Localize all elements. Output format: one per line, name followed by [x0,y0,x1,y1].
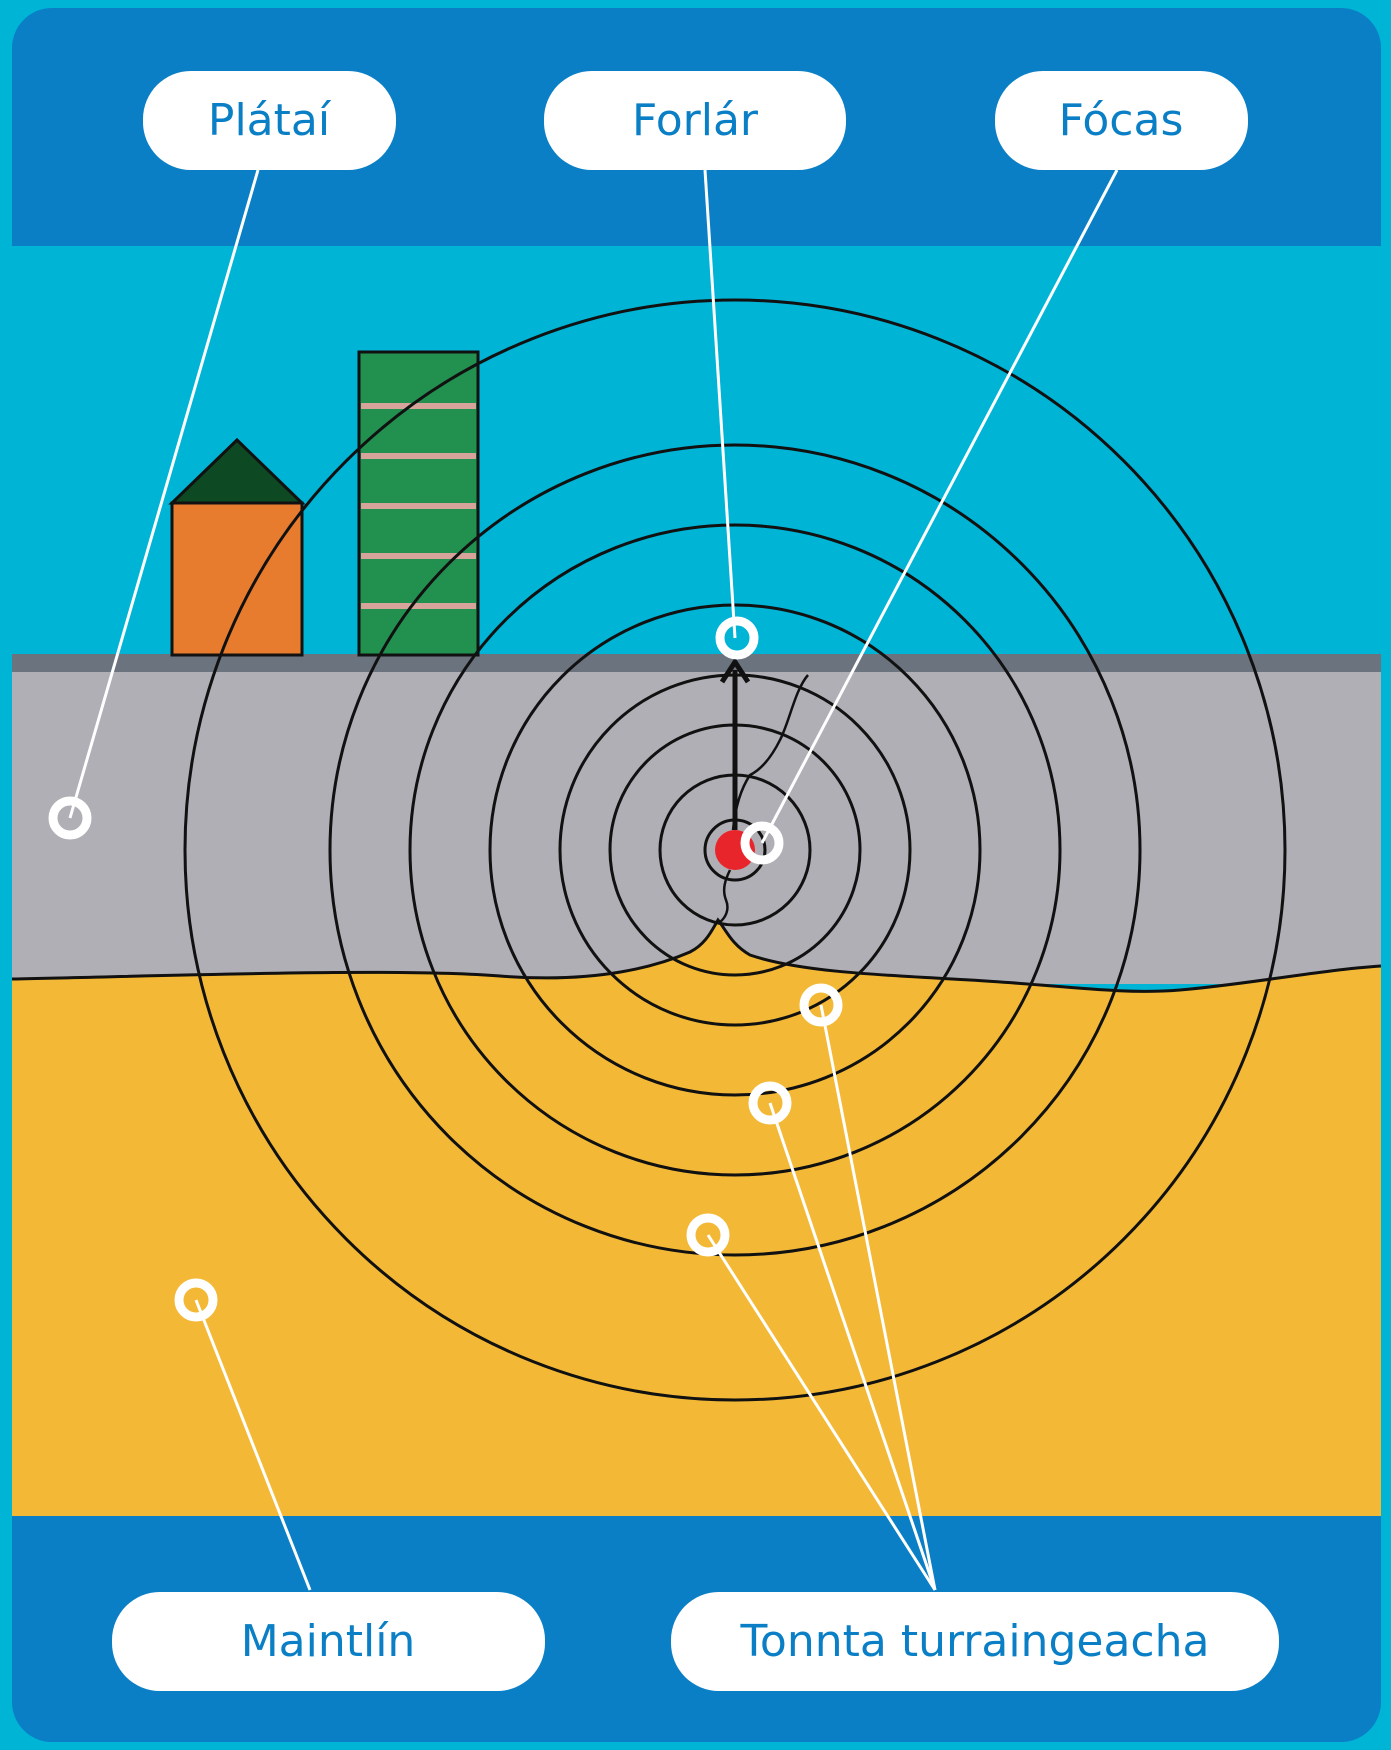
marker-focus [740,821,784,865]
house [168,437,306,657]
label-focus-text: Fócas [1059,95,1184,146]
leader-line-shock-2 [768,1102,937,1591]
label-plates: Plátaí [143,71,396,170]
label-shock-waves: Tonnta turraingeacha [671,1592,1279,1691]
leader-line-shock-3 [706,1234,937,1591]
leader-line-epicentre [703,169,737,639]
label-mantle: Maintlín [112,1592,545,1691]
crust-mantle-boundary [12,917,1381,993]
focus-to-epicentre-arrow [719,657,751,830]
tower [357,350,480,657]
label-mantle-text: Maintlín [241,1616,416,1667]
marker-mantle [174,1278,218,1322]
markers [48,616,843,1322]
marker-shock-wave [799,983,843,1027]
label-epicentre: Forlár [544,71,846,170]
shock-wave-ring [408,523,1062,1177]
label-shock-waves-text: Tonnta turraingeacha [740,1616,1210,1667]
marker-epicentre [715,616,759,660]
marker-shock-wave [686,1213,730,1257]
shock-wave-ring [183,298,1287,1402]
leader-line-plates [68,169,260,819]
label-epicentre-text: Forlár [632,95,759,146]
shock-wave-ring [488,603,982,1097]
crust-surface [12,654,1381,672]
marker-shock-wave [748,1081,792,1125]
shock-wave-rings [183,298,1287,1402]
marker-plates [48,796,92,840]
label-focus: Fócas [995,71,1248,170]
label-plates-text: Plátaí [208,95,332,146]
leader-line-mantle [194,1299,312,1591]
fault-line [719,674,809,923]
crust-layer [12,654,1381,984]
leader-lines [68,169,1119,1591]
shock-wave-ring [328,443,1142,1257]
leader-line-shock-1 [819,1004,937,1591]
leader-line-focus [760,169,1119,844]
